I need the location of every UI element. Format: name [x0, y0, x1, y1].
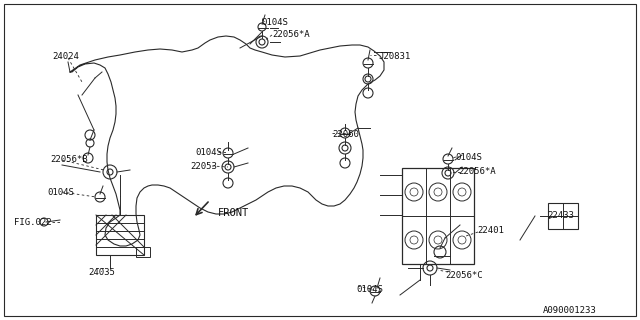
Text: 22056*A: 22056*A — [272, 30, 310, 39]
Text: 0104S: 0104S — [455, 153, 482, 162]
Text: A090001233: A090001233 — [543, 306, 596, 315]
Text: J20831: J20831 — [378, 52, 410, 61]
Text: 22053: 22053 — [190, 162, 217, 171]
Bar — [402, 168, 474, 264]
Text: 22056*A: 22056*A — [458, 167, 495, 176]
Bar — [136, 247, 150, 257]
Text: FRONT: FRONT — [218, 208, 249, 218]
Text: 0104S: 0104S — [195, 148, 222, 157]
Text: 0104S: 0104S — [47, 188, 74, 197]
Text: 22056*C: 22056*C — [445, 271, 483, 280]
Text: 24024: 24024 — [52, 52, 79, 61]
Text: 22401: 22401 — [477, 226, 504, 235]
Text: 22056*B: 22056*B — [50, 155, 88, 164]
Text: 22433: 22433 — [547, 211, 574, 220]
Bar — [548, 203, 578, 229]
Text: 22060: 22060 — [332, 130, 359, 139]
Text: 0104S: 0104S — [261, 18, 288, 27]
Bar — [96, 215, 144, 255]
Text: 24035: 24035 — [88, 268, 115, 277]
Text: 0104S: 0104S — [356, 285, 383, 294]
Text: FIG.022: FIG.022 — [14, 218, 52, 227]
